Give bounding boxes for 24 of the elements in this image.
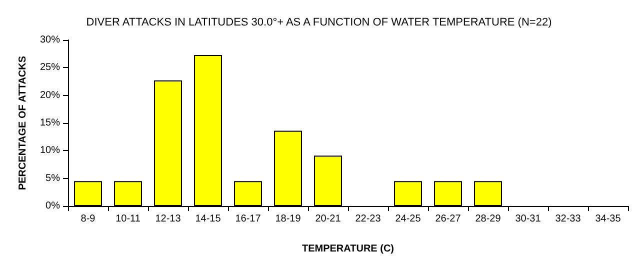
x-tick-label: 24-25 [395,214,422,224]
chart-title: DIVER ATTACKS IN LATITUDES 30.0°+ AS A FUNCTION OF WATER TEMPERATURE (N=22) [86,16,552,28]
x-tick-label: 14-15 [195,214,222,224]
x-tick-label: 10-11 [116,214,141,224]
y-tick-label: 30% [40,34,60,46]
y-tick-label: 0% [46,200,60,212]
x-tick-label: 34-35 [595,214,622,224]
x-tick-label: 30-31 [515,214,542,224]
x-tick-label: 8-9 [80,214,96,224]
x-axis-title: TEMPERATURE (C) [302,244,394,254]
y-axis-title: PERCENTAGE OF ATTACKS [18,56,28,190]
x-tick-label: 18-19 [275,214,302,224]
y-tick-label: 15% [40,118,60,128]
x-tick-label: 28-29 [475,214,502,224]
x-tick-label: 26-27 [435,214,462,224]
x-tick-label: 22-23 [355,214,382,224]
y-tick-label: 20% [40,90,60,101]
y-tick-label: 5% [46,172,60,184]
y-tick-label: 25% [40,62,60,74]
x-tick-label: 32-33 [555,214,582,224]
x-tick-label: 12-13 [155,214,182,224]
x-tick-label: 20-21 [315,214,342,224]
x-tick-label: 16-17 [235,214,262,224]
y-tick-label: 10% [40,145,60,156]
